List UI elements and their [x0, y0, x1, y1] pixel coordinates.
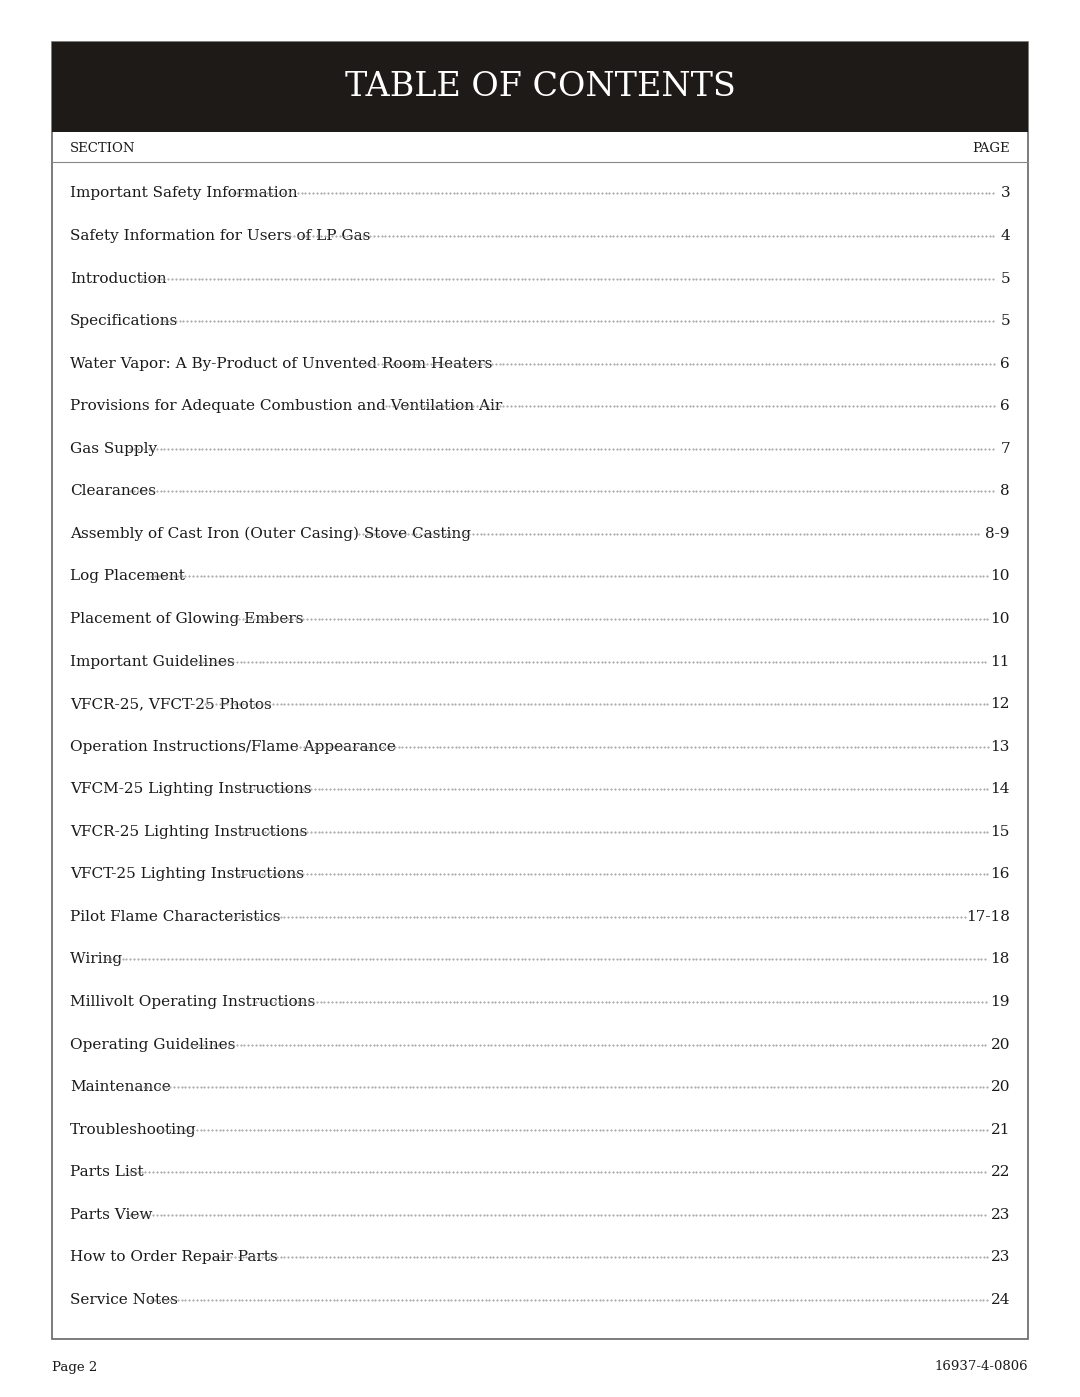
- Text: 10: 10: [990, 612, 1010, 626]
- Text: Parts View: Parts View: [70, 1208, 158, 1222]
- Text: Clearances: Clearances: [70, 485, 156, 499]
- Text: VFCM-25 Lighting Instructions: VFCM-25 Lighting Instructions: [70, 782, 316, 796]
- Text: SECTION: SECTION: [70, 142, 135, 155]
- Text: Operation Instructions/Flame Appearance: Operation Instructions/Flame Appearance: [70, 739, 396, 753]
- Text: 24: 24: [990, 1292, 1010, 1306]
- Text: VFCR-25 Lighting Instructions: VFCR-25 Lighting Instructions: [70, 824, 308, 838]
- Bar: [52, 42, 1028, 131]
- Text: Operating Guidelines: Operating Guidelines: [70, 1038, 235, 1052]
- Text: Provisions for Adequate Combustion and Ventilation Air: Provisions for Adequate Combustion and V…: [70, 400, 502, 414]
- Text: Parts List: Parts List: [70, 1165, 144, 1179]
- Text: 19: 19: [990, 995, 1010, 1009]
- Text: Millivolt Operating Instructions: Millivolt Operating Instructions: [70, 995, 315, 1009]
- Text: Safety Information for Users of LP Gas: Safety Information for Users of LP Gas: [70, 229, 370, 243]
- Text: 6: 6: [1000, 356, 1010, 370]
- Text: 5: 5: [1000, 314, 1010, 328]
- Text: Water Vapor: A By-Product of Unvented Room Heaters: Water Vapor: A By-Product of Unvented Ro…: [70, 356, 492, 370]
- Text: 23: 23: [990, 1208, 1010, 1222]
- Text: Log Placement: Log Placement: [70, 570, 185, 584]
- Text: 4: 4: [1000, 229, 1010, 243]
- Text: Important Safety Information: Important Safety Information: [70, 186, 298, 200]
- Text: 14: 14: [990, 782, 1010, 796]
- Text: Pilot Flame Characteristics: Pilot Flame Characteristics: [70, 909, 281, 923]
- Text: 17-18: 17-18: [967, 909, 1010, 923]
- Text: 16: 16: [990, 868, 1010, 882]
- Text: 18: 18: [990, 953, 1010, 967]
- Text: 12: 12: [990, 697, 1010, 711]
- Text: 6: 6: [1000, 400, 1010, 414]
- Text: 16937-4-0806: 16937-4-0806: [934, 1361, 1028, 1373]
- Text: 5: 5: [1000, 271, 1010, 285]
- Text: 21: 21: [990, 1123, 1010, 1137]
- Text: 8-9: 8-9: [986, 527, 1010, 541]
- Text: 13: 13: [990, 739, 1010, 753]
- Text: PAGE: PAGE: [972, 142, 1010, 155]
- Text: 3: 3: [1000, 186, 1010, 200]
- Text: 20: 20: [990, 1080, 1010, 1094]
- Text: 11: 11: [990, 655, 1010, 669]
- Text: 15: 15: [990, 824, 1010, 838]
- Text: Gas Supply: Gas Supply: [70, 441, 157, 455]
- Text: Important Guidelines: Important Guidelines: [70, 655, 234, 669]
- Text: Introduction: Introduction: [70, 271, 166, 285]
- Text: How to Order Repair Parts: How to Order Repair Parts: [70, 1250, 278, 1264]
- Text: TABLE OF CONTENTS: TABLE OF CONTENTS: [345, 71, 735, 103]
- Text: Page 2: Page 2: [52, 1361, 97, 1373]
- Text: Placement of Glowing Embers: Placement of Glowing Embers: [70, 612, 303, 626]
- Text: VFCT-25 Lighting Instructions: VFCT-25 Lighting Instructions: [70, 868, 314, 882]
- Text: Specifications: Specifications: [70, 314, 178, 328]
- Text: Maintenance: Maintenance: [70, 1080, 171, 1094]
- Text: 20: 20: [990, 1038, 1010, 1052]
- Text: Wiring: Wiring: [70, 953, 127, 967]
- Text: 23: 23: [990, 1250, 1010, 1264]
- Text: 8: 8: [1000, 485, 1010, 499]
- Text: Assembly of Cast Iron (Outer Casing) Stove Casting: Assembly of Cast Iron (Outer Casing) Sto…: [70, 527, 476, 541]
- Text: VFCR-25, VFCT-25 Photos: VFCR-25, VFCT-25 Photos: [70, 697, 272, 711]
- Text: Service Notes: Service Notes: [70, 1292, 178, 1306]
- Text: 7: 7: [1000, 441, 1010, 455]
- Text: 22: 22: [990, 1165, 1010, 1179]
- Text: 10: 10: [990, 570, 1010, 584]
- Text: Troubleshooting: Troubleshooting: [70, 1123, 197, 1137]
